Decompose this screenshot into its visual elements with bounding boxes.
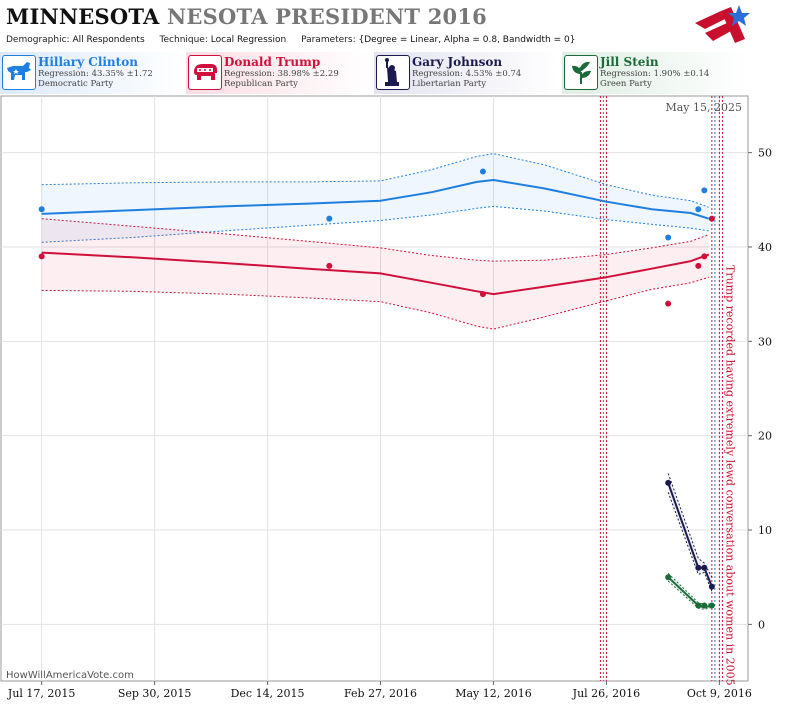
hillary-clinton-poll-point bbox=[695, 206, 702, 213]
hillary-clinton-band bbox=[41, 153, 709, 243]
y-tick-label: 30 bbox=[758, 335, 772, 348]
donkey-icon bbox=[2, 55, 36, 90]
hillary-clinton-poll-point bbox=[479, 168, 486, 175]
candidate-trump: Donald Trump Regression: 38.98% ±2.29 Re… bbox=[186, 52, 372, 94]
x-tick-label: Oct 9, 2016 bbox=[687, 687, 752, 700]
donald-trump-poll-point bbox=[479, 291, 486, 298]
candidate-party: Republican Party bbox=[224, 79, 298, 89]
technique-label: Technique: bbox=[159, 35, 208, 45]
hillary-clinton-trend-line bbox=[41, 179, 710, 220]
hillary-clinton-poll-point bbox=[665, 234, 672, 241]
gary-johnson-band bbox=[668, 473, 712, 592]
jill-stein-upper-bound bbox=[667, 573, 712, 606]
poll-points bbox=[38, 168, 715, 609]
candidate-name: Gary Johnson bbox=[412, 55, 503, 69]
jill-stein-poll-point bbox=[665, 574, 672, 581]
y-tick-label: 20 bbox=[758, 430, 772, 443]
candidate-stein: Jill Stein Regression: 1.90% ±0.14 Green… bbox=[562, 52, 748, 94]
jill-stein-poll-point bbox=[701, 602, 708, 609]
candidate-party: Green Party bbox=[600, 79, 652, 89]
x-axis-ticks: Jul 17, 2015 Sep 30, 2015 Dec 14, 2015 Feb … bbox=[7, 681, 752, 700]
y-tick-label: 0 bbox=[758, 618, 765, 631]
star-logo-icon bbox=[695, 5, 750, 43]
donald-trump-upper-bound bbox=[41, 218, 709, 262]
gary-johnson-poll-point bbox=[708, 583, 715, 590]
event-lines bbox=[599, 96, 723, 681]
candidate-regression: Regression: 4.53% ±0.74 bbox=[412, 69, 522, 79]
donald-trump-poll-point bbox=[38, 253, 45, 260]
gary-johnson-poll-point bbox=[695, 564, 702, 571]
jill-stein-lower-bound bbox=[667, 580, 713, 610]
donald-trump-poll-point bbox=[708, 215, 715, 222]
hillary-clinton-lower-bound bbox=[41, 205, 709, 243]
title-rest: NESOTA PRESIDENT 2016 bbox=[167, 4, 487, 29]
donald-trump-poll-point bbox=[695, 262, 702, 269]
technique-value: Local Regression bbox=[210, 35, 287, 45]
statue-of-liberty-icon bbox=[376, 55, 410, 90]
grid-lines bbox=[1, 96, 748, 681]
demographic-value: All Respondents bbox=[72, 35, 145, 45]
jill-stein-poll-point bbox=[695, 602, 702, 609]
donald-trump-poll-point bbox=[665, 300, 672, 307]
leaf-icon bbox=[564, 55, 598, 90]
elephant-icon bbox=[188, 55, 222, 90]
candidate-regression: Regression: 38.98% ±2.29 bbox=[224, 69, 339, 79]
y-tick-label: 10 bbox=[758, 524, 772, 537]
x-tick-label: Jul 17, 2015 bbox=[7, 687, 76, 700]
gary-johnson-poll-point bbox=[665, 479, 672, 486]
series-lines bbox=[41, 179, 713, 609]
jill-stein-poll-point bbox=[708, 602, 715, 609]
page-title: MINNESOTA NESOTA PRESIDENT 2016 bbox=[6, 4, 487, 29]
donald-trump-poll-point bbox=[701, 253, 708, 260]
y-tick-label: 40 bbox=[758, 241, 772, 254]
candidate-regression: Regression: 1.90% ±0.14 bbox=[600, 69, 710, 79]
candidate-name: Jill Stein bbox=[600, 55, 659, 69]
parameters-value: {Degree = Linear, Alpha = 0.8, Bandwidth… bbox=[358, 35, 576, 45]
polling-chart: 0 10 20 30 40 50 Jul 17, 2015 Sep 30, 2015 Dec … bbox=[0, 95, 772, 700]
event-annotation: Trump recorded having extremely lewd con… bbox=[723, 265, 736, 686]
candidate-johnson: Gary Johnson Regression: 4.53% ±0.74 Lib… bbox=[374, 52, 560, 94]
chart-header: MINNESOTA NESOTA PRESIDENT 2016 Demograp… bbox=[0, 0, 789, 95]
plot-area bbox=[0, 95, 749, 682]
title-state: MINNESOTA bbox=[6, 4, 160, 29]
y-tick-label: 50 bbox=[758, 147, 772, 160]
candidate-party: Democratic Party bbox=[38, 79, 114, 89]
donald-trump-poll-point bbox=[326, 262, 333, 269]
x-tick-label: May 12, 2016 bbox=[455, 687, 532, 700]
watermark: HowWillAmericaVote.com bbox=[6, 670, 134, 681]
hillary-clinton-poll-point bbox=[326, 215, 333, 222]
parameters-label: Parameters: bbox=[301, 35, 356, 45]
jill-stein-trend-line bbox=[667, 576, 713, 609]
hillary-clinton-poll-point bbox=[38, 206, 45, 213]
x-tick-label: Feb 27, 2016 bbox=[344, 687, 417, 700]
candidate-clinton: Hillary Clinton Regression: 43.35% ±1.72… bbox=[0, 52, 184, 94]
candidate-regression: Regression: 43.35% ±1.72 bbox=[38, 69, 153, 79]
gary-johnson-poll-point bbox=[701, 564, 708, 571]
x-tick-label: Sep 30, 2015 bbox=[118, 687, 192, 700]
hillary-clinton-poll-point bbox=[701, 187, 708, 194]
x-tick-label: Jul 26, 2016 bbox=[572, 687, 641, 700]
date-label: May 15, 2025 bbox=[665, 101, 742, 114]
candidate-party: Libertarian Party bbox=[412, 79, 487, 89]
gary-johnson-upper-bound bbox=[667, 473, 713, 578]
parameters-line: Demographic: All Respondents Technique: … bbox=[6, 35, 575, 45]
y-axis-ticks: 0 10 20 30 40 50 bbox=[748, 147, 772, 631]
donald-trump-trend-line bbox=[41, 251, 710, 296]
candidate-name: Hillary Clinton bbox=[38, 55, 138, 69]
x-tick-label: Dec 14, 2015 bbox=[231, 687, 305, 700]
candidate-legend: Hillary Clinton Regression: 43.35% ±1.72… bbox=[0, 52, 789, 94]
demographic-label: Demographic: bbox=[6, 35, 70, 45]
candidate-name: Donald Trump bbox=[224, 55, 321, 69]
